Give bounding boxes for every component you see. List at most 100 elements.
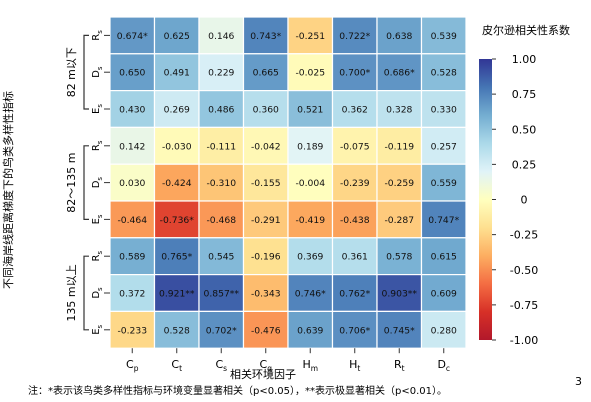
cell-label: -0.075 (340, 141, 370, 152)
cell-label: -0.464 (117, 215, 147, 226)
cell-label: 0.328 (386, 105, 412, 116)
heatmap-cell (420, 200, 467, 239)
cell-label: 0.362 (342, 105, 368, 116)
cell-label: 0.229 (208, 68, 234, 79)
heatmap-cell (198, 89, 245, 128)
cell-label: 0.528 (431, 68, 457, 79)
cell-label: 0.491 (164, 68, 190, 79)
cell-label: 0.745* (384, 325, 415, 336)
heatmap-cell (420, 89, 467, 128)
heatmap-cell (331, 237, 378, 276)
heatmap-cell (420, 16, 467, 55)
x-tick-label: Ct (171, 358, 182, 373)
row-tick-label: Ds (91, 177, 104, 189)
row-tick-label: Es (91, 214, 104, 224)
heatmap-cell (198, 274, 245, 313)
heatmap-cell (287, 163, 334, 202)
cell-label: -0.424 (162, 178, 192, 189)
row-tick-label: Rs (91, 251, 104, 262)
heatmap-cell (153, 310, 200, 349)
cell-label: -0.438 (340, 215, 370, 226)
heatmap-cell (376, 237, 423, 276)
colorbar-tick-label: -0.50 (510, 264, 538, 277)
cell-label: -0.310 (206, 178, 236, 189)
heatmap-cell (242, 89, 289, 128)
group-label: 82～135 m (65, 152, 78, 212)
heatmap-cell (331, 16, 378, 55)
cell-label: -0.042 (251, 141, 281, 152)
row-tick-label: Es (91, 324, 104, 334)
colorbar-tick-label: -1.00 (510, 334, 538, 347)
heatmap-cell (420, 274, 467, 313)
heatmap-cell (331, 53, 378, 92)
cell-label: -0.291 (251, 215, 281, 226)
heatmap-cell (287, 89, 334, 128)
heatmap-cell (242, 163, 289, 202)
colorbar-tick-label: 0.50 (512, 123, 537, 136)
cell-label: -0.476 (251, 325, 281, 336)
heatmap-cells: 0.674* 0.625 0.146 0.743* -0.251 0.722* 0.638 0… (109, 16, 467, 349)
cell-label: 0.706* (339, 325, 370, 336)
heatmap-cell (420, 237, 467, 276)
heatmap-cell (242, 310, 289, 349)
heatmap-cell (153, 237, 200, 276)
row-tick-label: Ds (91, 66, 104, 78)
heatmap-cell (287, 126, 334, 165)
cell-label: 0.142 (119, 141, 145, 152)
row-tick-label: Rs (91, 30, 104, 41)
colorbar-tick-label: -0.25 (510, 229, 538, 242)
cell-label: -0.251 (295, 31, 325, 42)
colorbar-tick-label: 0.75 (512, 88, 537, 101)
cell-label: 0.639 (297, 325, 323, 336)
cell-label: 0.589 (119, 252, 145, 263)
heatmap-cell (198, 126, 245, 165)
cell-label: 0.545 (208, 252, 234, 263)
colorbar-tick-label: 1.00 (512, 53, 537, 66)
heatmap-cell (331, 89, 378, 128)
colorbar-tick-label: 0.25 (512, 158, 537, 171)
cell-label: -0.239 (340, 178, 370, 189)
cell-label: 0.521 (297, 105, 323, 116)
cell-label: 0.528 (164, 325, 190, 336)
heatmap-cell (420, 310, 467, 349)
heatmap-cell (153, 200, 200, 239)
cell-label: 0.372 (119, 289, 145, 300)
cell-label: -0.287 (384, 215, 414, 226)
cell-label: -0.343 (251, 289, 281, 300)
heatmap-cell (376, 126, 423, 165)
cell-label: 0.747* (428, 215, 459, 226)
cell-label: 0.674* (117, 31, 148, 42)
cell-label: -0.468 (206, 215, 236, 226)
heatmap-cell (420, 53, 467, 92)
row-tick-label: Es (91, 104, 104, 114)
x-tick-label: Cs (215, 358, 227, 373)
colorbar-ticks: 1.00 0.75 0.50 0.25 0 -0.25 -0.50 -0.75 -1.00 (492, 53, 538, 347)
cell-label: 0.702* (206, 325, 237, 336)
cell-label: 0.722* (339, 31, 370, 42)
heatmap-cell (331, 200, 378, 239)
significance-note: 注：*表示该鸟类多样性指标与环境变量显著相关（p<0.05），**表示极显著相关… (28, 384, 447, 397)
cell-label: 0.360 (253, 105, 279, 116)
cell-label: 0.430 (119, 105, 145, 116)
row-axis-ticks: Rs Ds Es Rs Ds Es Rs Ds Es (91, 30, 110, 335)
cell-label: 0.743* (250, 31, 281, 42)
x-tick-label: Hm (302, 358, 318, 373)
cell-label: 0.921** (159, 289, 195, 300)
group-label: 82 m以下 (65, 47, 78, 97)
cell-label: 0.559 (431, 178, 457, 189)
group-bracket (83, 255, 89, 331)
heatmap-cell (287, 274, 334, 313)
colorbar-tick-label: -0.75 (510, 299, 538, 312)
heatmap-cell (287, 237, 334, 276)
cell-label: -0.419 (295, 215, 325, 226)
heatmap-cell (153, 53, 200, 92)
cell-label: -0.736* (160, 215, 195, 226)
colorbar-gradient (479, 59, 492, 340)
x-axis-label: 相关环境因子 (230, 367, 296, 381)
group-brackets: 82 m以下 82～135 m 135 m以上 (65, 34, 89, 331)
heatmap-cell (153, 16, 200, 55)
group-label: 135 m以上 (65, 264, 78, 321)
cell-label: 0.762* (339, 289, 370, 300)
cell-label: 0.269 (164, 105, 190, 116)
x-tick-label: Cg (260, 358, 273, 373)
